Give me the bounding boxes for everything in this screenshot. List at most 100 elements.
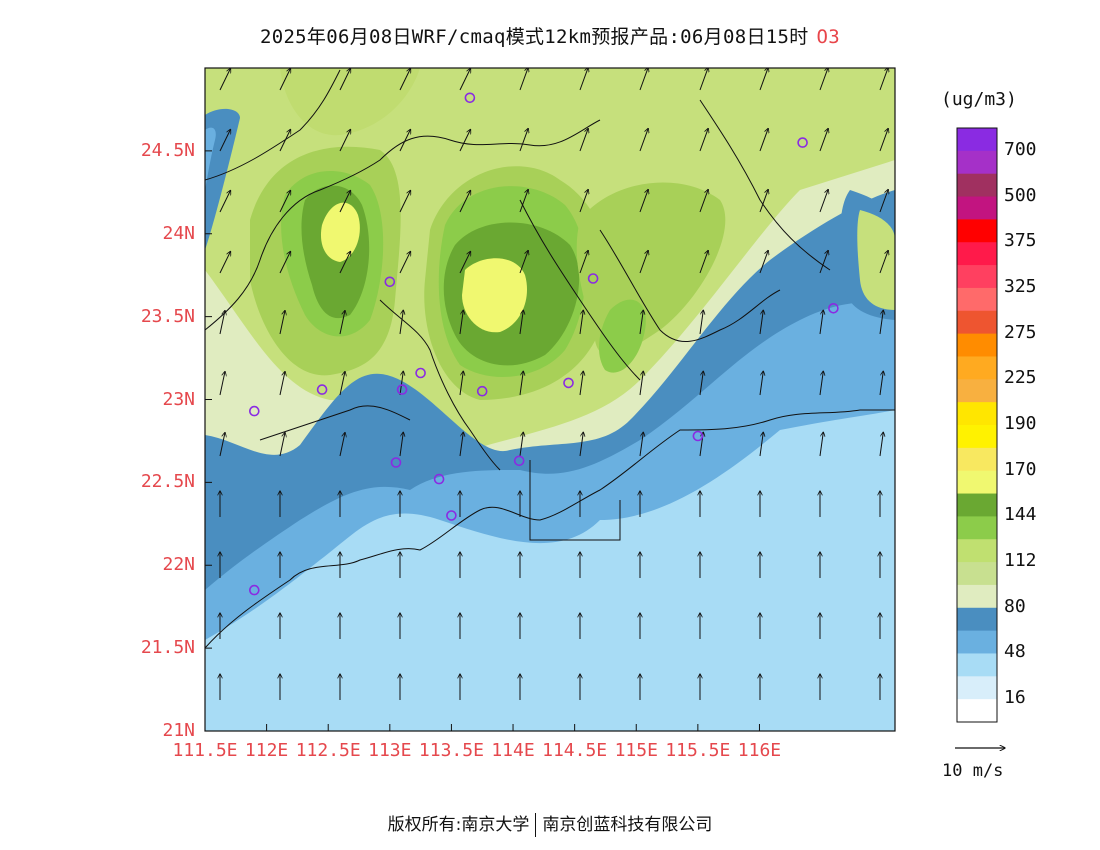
footer-company: 南京创蓝科技有限公司 — [542, 815, 713, 835]
wind-arrow — [519, 128, 528, 152]
lon-label: 112E — [244, 740, 289, 761]
wind-arrow — [759, 189, 768, 213]
wind-arrow — [699, 189, 708, 213]
wind-arrow — [879, 128, 888, 152]
lat-label: 24.5N — [140, 139, 195, 161]
band-170-190b — [462, 258, 528, 333]
colorbar-label: 48 — [1004, 641, 1026, 663]
colorbar-segment — [957, 539, 997, 563]
colorbar — [956, 127, 998, 723]
wind-arrow — [819, 128, 828, 152]
wind-arrow — [399, 310, 403, 335]
wind-arrow — [279, 311, 285, 335]
wind-arrow — [759, 68, 768, 91]
band-170-190a — [320, 202, 360, 262]
lat-label: 24N — [162, 222, 195, 244]
footer-copyright: 版权所有:南京大学 — [387, 815, 530, 835]
wind-arrow — [639, 371, 643, 396]
title-main: 2025年06月08日WRF/cmaq模式12km预报产品:06月08日15时 — [259, 26, 809, 48]
wind-arrow — [579, 189, 588, 213]
colorbar-segment — [957, 287, 997, 312]
wind-arrow — [459, 371, 463, 396]
wind-arrow — [399, 68, 411, 91]
wind-arrow — [399, 371, 403, 396]
colorbar-label: 225 — [1004, 367, 1037, 389]
wind-arrow — [399, 432, 403, 457]
wind-arrow — [699, 371, 703, 396]
station-marker — [415, 367, 426, 379]
colorbar-segment — [957, 150, 997, 175]
colorbar-label: 16 — [1004, 687, 1026, 709]
colorbar-segment — [957, 379, 997, 403]
wind-arrow — [579, 371, 583, 396]
lat-label: 23N — [162, 388, 195, 410]
wind-arrow — [759, 128, 768, 152]
wind-arrow — [819, 371, 823, 396]
wind-arrow — [219, 433, 225, 457]
colorbar-segment — [957, 265, 997, 289]
wind-arrow — [639, 432, 643, 457]
colorbar-segment — [957, 402, 997, 426]
colorbar-segment — [957, 128, 997, 152]
lat-label: 22N — [162, 554, 195, 576]
wind-arrow — [759, 310, 763, 335]
wind-arrow — [339, 433, 345, 457]
wind-arrow — [279, 190, 291, 213]
lon-label: 116E — [737, 740, 782, 761]
colorbar-segment — [957, 470, 997, 495]
colorbar-segment — [957, 607, 997, 632]
colorbar-segment — [957, 562, 997, 586]
wind-arrow — [819, 189, 828, 213]
wind-arrow — [279, 68, 291, 91]
wind-arrow — [879, 250, 888, 274]
station-marker — [563, 377, 574, 389]
colorbar-segment — [957, 242, 997, 266]
wind-arrow — [339, 129, 351, 152]
band-32-48 — [205, 410, 895, 731]
wind-arrow — [399, 129, 411, 152]
lat-label: 21.5N — [140, 637, 195, 659]
lon-label: 112.5E — [295, 740, 361, 761]
lon-label: 114E — [491, 740, 535, 761]
concentration-field — [205, 68, 895, 731]
wind-arrow — [699, 250, 708, 274]
wind-arrow — [579, 68, 588, 91]
wind-arrow — [879, 310, 883, 335]
station-marker — [384, 276, 396, 288]
footer-divider — [535, 813, 537, 837]
colorbar-segment — [957, 425, 997, 449]
colorbar-segment — [957, 196, 997, 220]
colorbar-frame — [956, 127, 998, 723]
wind-arrow — [519, 371, 523, 396]
colorbar-label: 325 — [1004, 275, 1037, 297]
lat-label: 21N — [162, 720, 195, 741]
colorbar-label: 80 — [1004, 595, 1026, 617]
colorbar-segment — [957, 310, 997, 335]
wind-arrow — [639, 310, 643, 335]
wind-arrow — [879, 432, 883, 457]
wind-arrow — [519, 250, 528, 274]
wind-arrow — [759, 432, 763, 457]
wind-arrow — [339, 311, 345, 335]
station-marker — [433, 473, 445, 485]
colorbar-segment — [957, 584, 997, 609]
colorbar-unit: (ug/m3) — [941, 89, 1017, 110]
colorbar-segment — [957, 493, 997, 517]
colorbar-label: 275 — [1004, 321, 1037, 343]
wind-arrow — [759, 250, 768, 274]
wind-arrow — [699, 310, 703, 335]
wind-arrow — [819, 68, 828, 91]
colorbar-segment — [957, 653, 997, 677]
lon-label: 113E — [368, 740, 412, 761]
wind-arrow — [519, 68, 528, 91]
wind-arrow — [279, 372, 285, 396]
colorbar-label: 375 — [1004, 230, 1037, 252]
wind-arrow — [579, 250, 588, 274]
wind-arrow — [279, 433, 285, 457]
lon-label: 115.5E — [665, 740, 731, 761]
wind-arrow — [399, 251, 411, 274]
wind-arrow — [639, 128, 648, 152]
station-marker — [396, 384, 408, 395]
lon-label: 114.5E — [542, 740, 608, 761]
wind-arrow — [339, 372, 345, 396]
